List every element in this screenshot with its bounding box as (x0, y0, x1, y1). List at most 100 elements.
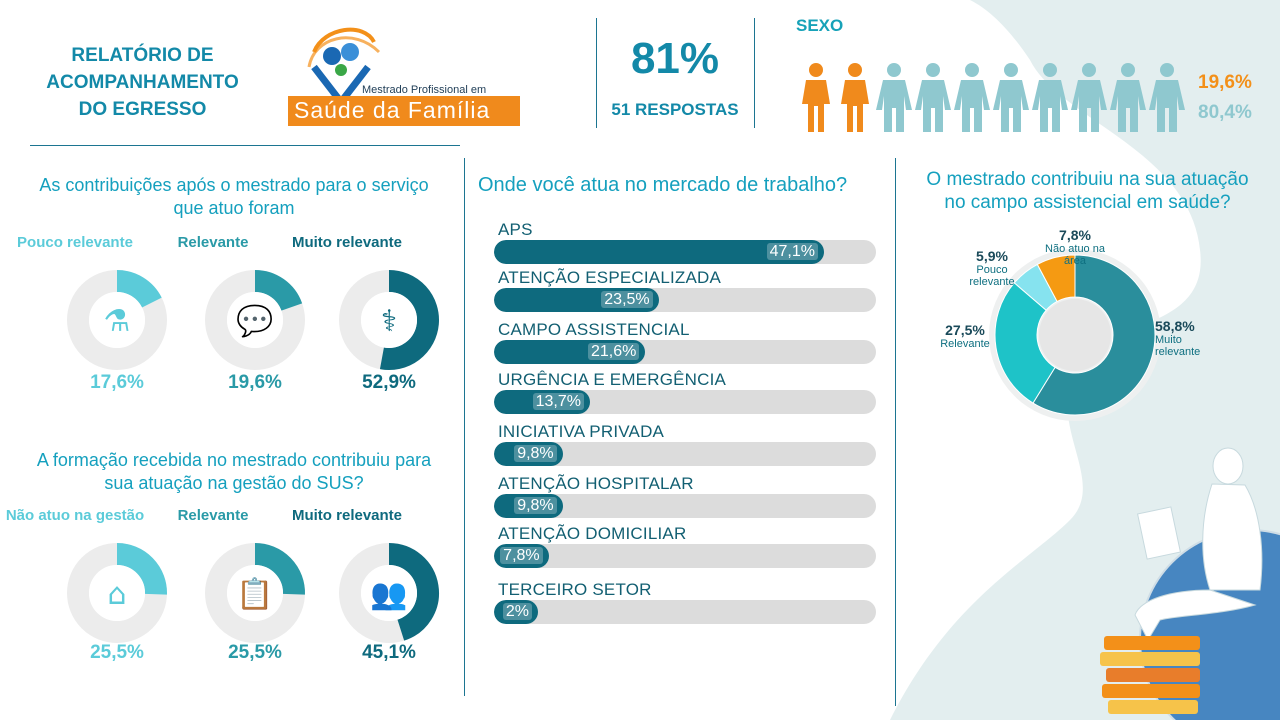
bar-category-label: APS (498, 220, 533, 239)
divider (895, 158, 896, 706)
male-person-icon (954, 63, 990, 132)
donut-value-arc (388, 543, 439, 641)
donut-percentage: 52,9% (362, 372, 416, 393)
bar-value-label: 13,7% (532, 393, 584, 410)
section-title: A formação recebida no mestrado contribu… (14, 449, 454, 495)
divider (596, 18, 597, 128)
bar-category-label: ATENÇÃO HOSPITALAR (498, 474, 694, 493)
male-person-icon (1071, 63, 1107, 132)
pie-chart-title: O mestrado contribuiu na sua atuação no … (900, 168, 1275, 214)
female-person-icon (802, 63, 830, 132)
male-person-icon (915, 63, 951, 132)
bar: 23,5% (494, 288, 659, 312)
reading-woman-illustration-icon (1100, 447, 1263, 714)
logo-graphic-icon (288, 27, 520, 126)
pie-title-line: no campo assistencial em saúde? (944, 192, 1231, 213)
chat-bubbles-icon: 💬 (236, 303, 273, 339)
house-icon: ⌂ (107, 577, 126, 612)
donut-chart: 👥 (334, 538, 444, 648)
response-rate: 81% (630, 34, 720, 83)
pie-name: Não atuo na área (1045, 243, 1105, 267)
bar-value-label: 23,5% (601, 291, 653, 308)
pie-pct: 27,5% (945, 322, 985, 338)
donut-category-label: Relevante (177, 507, 249, 524)
bar-track: 2% (494, 600, 876, 624)
logo-subtitle: Mestrado Profissional em (362, 84, 487, 96)
donut-value-arc (379, 270, 439, 370)
pie-name: Muito relevante (1155, 334, 1201, 358)
bar-track: 23,5% (494, 288, 876, 312)
report-title: RELATÓRIO DE ACOMPANHAMENTO DO EGRESSO (20, 42, 265, 123)
bar-track: 9,8% (494, 494, 876, 518)
logo-title: Saúde da Família (294, 97, 491, 123)
bar-category-label: CAMPO ASSISTENCIAL (498, 320, 690, 339)
section-title-line: As contribuições após o mestrado para o … (39, 175, 429, 195)
bar-value-label: 47,1% (766, 243, 818, 260)
donut-percentage: 19,6% (228, 372, 282, 393)
donut-value-arc (116, 270, 162, 309)
bar-category-label: TERCEIRO SETOR (498, 580, 652, 599)
pie-label-relevante: 27,5% Relevante (930, 322, 1000, 350)
donut-percentage: 25,5% (228, 642, 282, 663)
male-person-icon (993, 63, 1029, 132)
donut-category-label: Relevante (177, 234, 249, 251)
bar: 9,8% (494, 494, 563, 518)
section-title-line: que atuo foram (173, 198, 295, 218)
bar: 47,1% (494, 240, 824, 264)
sexo-label: SEXO (796, 16, 844, 35)
donut-category-label: Muito relevante (291, 507, 403, 524)
bar-track: 13,7% (494, 390, 876, 414)
section-title: As contribuições após o mestrado para o … (14, 174, 454, 220)
section-title-line: A formação recebida no mestrado contribu… (36, 450, 432, 470)
donut-category-label: Pouco relevante (17, 234, 133, 251)
pie-label-nao-atuo: 7,8% Não atuo na área (1040, 227, 1110, 267)
bar-track: 47,1% (494, 240, 876, 264)
donut-percentage: 45,1% (362, 642, 416, 663)
bar: 2% (494, 600, 538, 624)
bar-value-label: 7,8% (500, 547, 543, 564)
divider (464, 158, 465, 696)
pie-title-line: O mestrado contribuiu na sua atuação (926, 169, 1249, 190)
bar-category-label: ATENÇÃO DOMICILIAR (498, 524, 687, 543)
pie-pct: 5,9% (976, 248, 1008, 264)
pie-slice (1032, 254, 1156, 416)
bar-value-label: 21,6% (587, 343, 640, 360)
bar-category-label: INICIATIVA PRIVADA (498, 422, 665, 441)
donut-value-arc (116, 543, 167, 595)
team-icon: 👥 (370, 577, 407, 612)
donut-category-label: Não atuo na gestão (5, 507, 145, 524)
bar-track: 9,8% (494, 442, 876, 466)
pie-hole (1039, 299, 1111, 371)
report-title-line: DO EGRESSO (78, 99, 207, 120)
section-title-line: sua atuação na gestão do SUS? (104, 473, 364, 493)
pie-pct: 7,8% (1059, 227, 1091, 243)
bar-chart-title: Onde você atua no mercado de trabalho? (478, 174, 848, 196)
donut-percentage: 17,6% (90, 372, 144, 393)
pie-label-pouco-relevante: 5,9% Pouco relevante (962, 248, 1022, 288)
response-count: 51 RESPOSTAS (611, 100, 739, 119)
donut-chart: 💬 (200, 265, 310, 375)
female-person-icon (841, 63, 869, 132)
donut-category-label: Muito relevante (291, 234, 403, 251)
bar-value-label: 2% (502, 603, 532, 620)
program-logo: Mestrado Profissional em Saúde da Famíli… (284, 22, 524, 130)
bar: 13,7% (494, 390, 590, 414)
donut-chart: ⚗ (62, 265, 172, 375)
bar: 7,8% (494, 544, 549, 568)
pie-name: Pouco relevante (969, 264, 1015, 288)
stethoscope-icon: ⚕ (381, 304, 397, 339)
donut-chart: 📋 (200, 538, 310, 648)
donut-value-arc (254, 543, 305, 595)
bar-value-label: 9,8% (514, 497, 557, 514)
pie-name: Relevante (940, 338, 990, 350)
male-person-icon (1110, 63, 1146, 132)
divider (30, 145, 460, 146)
pie-slice (1036, 254, 1076, 303)
donut-chart: ⌂ (62, 538, 172, 648)
report-title-line: RELATÓRIO DE (71, 45, 214, 66)
male-person-icon (1032, 63, 1068, 132)
pie-label-muito-relevante: 58,8% Muito relevante (1155, 318, 1225, 358)
pie-chart (989, 249, 1161, 421)
male-person-icon (1149, 63, 1185, 132)
bar: 9,8% (494, 442, 563, 466)
